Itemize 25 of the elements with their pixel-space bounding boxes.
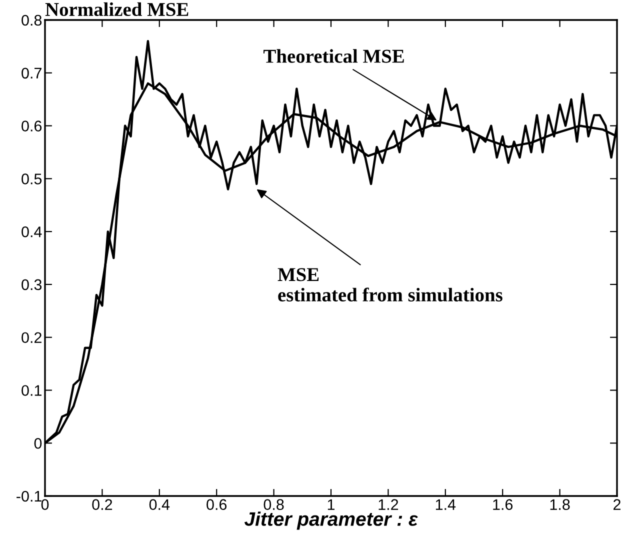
- x-axis-title: Jitter parameter : ε: [244, 512, 418, 530]
- x-tick-label: 0.6: [206, 499, 227, 510]
- x-tick-label: 1.2: [378, 499, 398, 510]
- x-tick-label: 0: [41, 499, 49, 510]
- x-tick-label: 2: [614, 499, 620, 510]
- y-tick-label: 0.5: [22, 174, 42, 184]
- x-tick-label: 0.4: [149, 499, 170, 510]
- x-tick-label: 1.4: [436, 499, 456, 510]
- y-tick-label: 0.6: [22, 120, 42, 132]
- y-tick-label: 0.4: [22, 226, 42, 238]
- annotation: MSE estimated from simulations: [278, 268, 502, 302]
- y-tick-label: 0.3: [22, 279, 42, 290]
- x-tick-label: 1.6: [493, 499, 513, 510]
- y-tick-label: 0.7: [22, 68, 42, 79]
- y-axis-title: Normalized MSE: [45, 2, 188, 16]
- annotation: Theoretical MSE: [264, 49, 404, 63]
- x-tick-label: 1.8: [550, 499, 570, 510]
- y-tick-label: -0.1: [16, 490, 42, 502]
- y-tick-label: 0.2: [22, 332, 42, 344]
- x-tick-label: 0.2: [92, 499, 112, 510]
- x-tick-label: 0.8: [264, 499, 284, 510]
- y-tick-label: 0.1: [22, 385, 42, 396]
- y-tick-label: 0: [34, 438, 42, 449]
- x-tick-label: 1: [328, 499, 335, 510]
- y-tick-label: 0.8: [22, 14, 42, 26]
